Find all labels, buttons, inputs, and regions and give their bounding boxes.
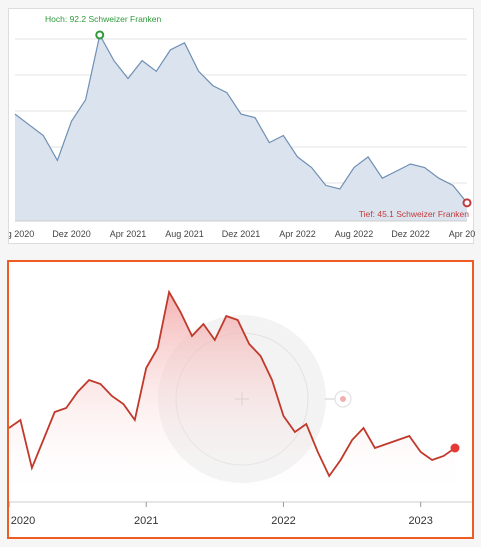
low-annotation: Tief: 45.1 Schweizer Franken [359,209,470,219]
series-line [14,33,468,204]
x-tick-label: 2023 [408,515,432,527]
x-tick-label: Dez 2021 [222,229,261,239]
area-fill [15,35,467,221]
x-tick-label: Dez 2022 [391,229,430,239]
high-annotation: Hoch: 92.2 Schweizer Franken [45,14,161,24]
x-tick-label: 2020 [11,515,35,527]
price-chart-top-svg: Aug 2020 Dez 2020 Apr 2021 Aug 2021 Dez 2021… [0,14,481,239]
price-chart-bottom-svg[interactable]: 2020 2021 2022 2023 [8,262,472,537]
x-tick-label: 2021 [134,515,158,527]
x-tick-label: Dez 2020 [52,229,91,239]
price-chart-top: Aug 2020 Dez 2020 Apr 2021 Aug 2021 Dez 2021… [0,8,481,244]
area-fill [9,292,455,500]
cursor-handle-dot [340,396,346,402]
price-chart-bottom[interactable]: 2020 2021 2022 2023 [7,260,474,539]
end-marker [450,443,460,453]
x-tick-label: Aug 2020 [9,229,34,239]
x-tick-label: Apr 2022 [279,229,316,239]
series-line [8,289,456,478]
x-tick-label: Aug 2021 [165,229,204,239]
x-tick-label: 2022 [271,515,295,527]
x-tick-label: Apr 2023 [449,229,475,239]
low-marker [462,198,472,208]
x-tick-label: Apr 2021 [110,229,147,239]
high-marker [95,30,105,40]
x-tick-label: Aug 2022 [335,229,374,239]
